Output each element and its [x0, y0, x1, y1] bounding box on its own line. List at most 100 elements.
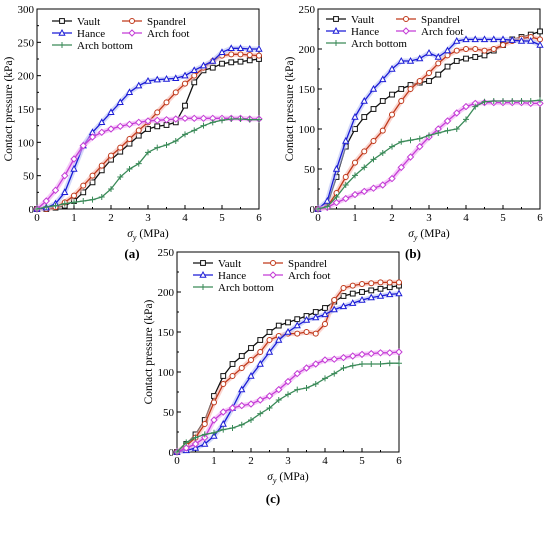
- data-point-hance-16: [462, 35, 470, 43]
- data-point-hance-4: [70, 164, 78, 172]
- data-point-hance-21: [508, 36, 516, 43]
- legend-item-spandrel: Spandrel: [263, 258, 327, 270]
- data-point-legend-arch-foot-0: [269, 271, 277, 279]
- data-point-arch-bottom-14: [163, 142, 170, 148]
- data-point-spandrel-13: [435, 60, 442, 67]
- data-point-spandrel-23: [246, 52, 253, 58]
- x-tick-label: 3: [145, 212, 151, 224]
- data-point-spandrel-9: [257, 349, 264, 355]
- data-point-spandrel-8: [248, 357, 254, 363]
- legend-item-arch-bottom: Arch bottom: [193, 282, 274, 294]
- data-point-arch-bottom-14: [303, 385, 310, 391]
- x-tick-label: 4: [182, 212, 188, 224]
- series-hance: [314, 35, 544, 212]
- data-point-vault-19: [349, 290, 356, 297]
- data-point-hance-23: [527, 36, 535, 44]
- data-point-vault-5: [361, 114, 368, 120]
- data-point-arch-foot-10: [265, 392, 274, 400]
- x-tick-label: 4: [322, 455, 328, 467]
- data-point-arch-bottom-23: [527, 98, 534, 104]
- legend-label: Hance: [218, 270, 246, 282]
- data-point-hance-18: [199, 61, 208, 69]
- data-point-hance-11: [416, 54, 424, 62]
- y-tick-label: 50: [23, 171, 35, 183]
- data-point-vault-17: [191, 79, 198, 86]
- x-tick-label: 2: [389, 212, 395, 224]
- x-tick-label: 1: [211, 455, 217, 467]
- data-point-spandrel-6: [370, 138, 377, 144]
- y-tick-label: 100: [18, 137, 35, 149]
- data-point-vault-5: [80, 189, 87, 196]
- data-point-arch-bottom-13: [154, 144, 161, 151]
- x-tick-label: 6: [256, 212, 262, 224]
- chart-panel-3: 0 1 2 3 4 5 6 0 50 100 150 200 250 Contact pressure (…: [143, 247, 403, 506]
- data-point-spandrel-3: [342, 174, 349, 180]
- data-point-hance-9: [256, 359, 264, 367]
- data-point-arch-bottom-20: [500, 98, 506, 104]
- data-point-hance-19: [349, 299, 357, 306]
- y-tick-label: 100: [158, 367, 175, 379]
- data-point-arch-foot-5: [360, 187, 368, 196]
- data-point-arch-bottom-4: [352, 172, 358, 179]
- data-point-spandrel-4: [211, 399, 217, 406]
- data-point-vault-13: [294, 316, 301, 323]
- data-point-arch-bottom-9: [117, 174, 124, 180]
- data-point-arch-foot-11: [416, 142, 424, 151]
- legend-item-hance: Hance: [52, 28, 105, 40]
- data-point-hance-8: [247, 371, 255, 379]
- data-point-hance-17: [330, 305, 338, 313]
- data-point-legend-hance-0: [199, 270, 207, 278]
- data-point-vault-15: [453, 58, 460, 64]
- y-tick-label: 250: [158, 247, 175, 259]
- data-point-spandrel-11: [416, 78, 423, 84]
- data-point-arch-bottom-3: [61, 200, 68, 207]
- data-point-arch-foot-6: [228, 404, 237, 412]
- data-point-hance-7: [98, 118, 106, 126]
- data-point-vault-23: [246, 57, 253, 64]
- series-glow: [317, 100, 540, 212]
- data-point-arch-bottom-21: [509, 98, 516, 104]
- data-point-vault-24: [537, 28, 543, 35]
- data-point-hance-15: [172, 74, 180, 82]
- y-tick-label: 100: [299, 124, 316, 136]
- data-point-arch-bottom-13: [294, 386, 301, 393]
- data-point-arch-foot-12: [284, 377, 292, 386]
- data-point-arch-bottom-18: [340, 365, 347, 371]
- x-tick-label: 6: [537, 212, 543, 224]
- x-tick-label: 2: [108, 212, 114, 224]
- data-point-legend-arch-bottom-0: [200, 284, 206, 290]
- data-point-arch-bottom-0: [315, 206, 321, 212]
- legend-label: Spandrel: [147, 16, 186, 28]
- data-point-arch-foot-13: [293, 369, 301, 378]
- series-arch-foot: [173, 348, 403, 456]
- data-point-vault-6: [370, 106, 377, 112]
- legend-item-arch-bottom: Arch bottom: [52, 40, 133, 52]
- data-point-legend-hance-0: [332, 26, 340, 34]
- data-point-arch-foot-10: [125, 120, 134, 129]
- data-point-hance-17: [190, 66, 198, 74]
- data-point-arch-bottom-7: [98, 194, 105, 200]
- data-point-vault-20: [359, 289, 365, 295]
- data-point-arch-bottom-15: [312, 381, 319, 387]
- y-tick-label: 250: [299, 4, 316, 16]
- data-point-vault-13: [154, 123, 161, 130]
- data-point-arch-bottom-24: [537, 97, 543, 104]
- data-point-vault-22: [237, 58, 244, 65]
- data-point-vault-16: [182, 102, 188, 109]
- data-point-arch-foot-1: [182, 444, 190, 452]
- data-point-spandrel-5: [220, 381, 227, 387]
- data-point-spandrel-9: [398, 98, 405, 104]
- data-point-vault-16: [463, 55, 469, 62]
- data-point-vault-12: [145, 126, 151, 132]
- data-point-vault-21: [368, 287, 375, 294]
- data-point-vault-10: [266, 329, 273, 335]
- data-point-arch-bottom-5: [220, 426, 227, 433]
- data-point-spandrel-21: [228, 51, 235, 58]
- data-point-vault-18: [481, 52, 488, 59]
- data-point-spandrel-4: [71, 192, 77, 199]
- legend-item-arch-bottom: Arch bottom: [326, 38, 407, 50]
- data-point-hance-19: [490, 35, 498, 43]
- data-point-vault-6: [89, 179, 96, 186]
